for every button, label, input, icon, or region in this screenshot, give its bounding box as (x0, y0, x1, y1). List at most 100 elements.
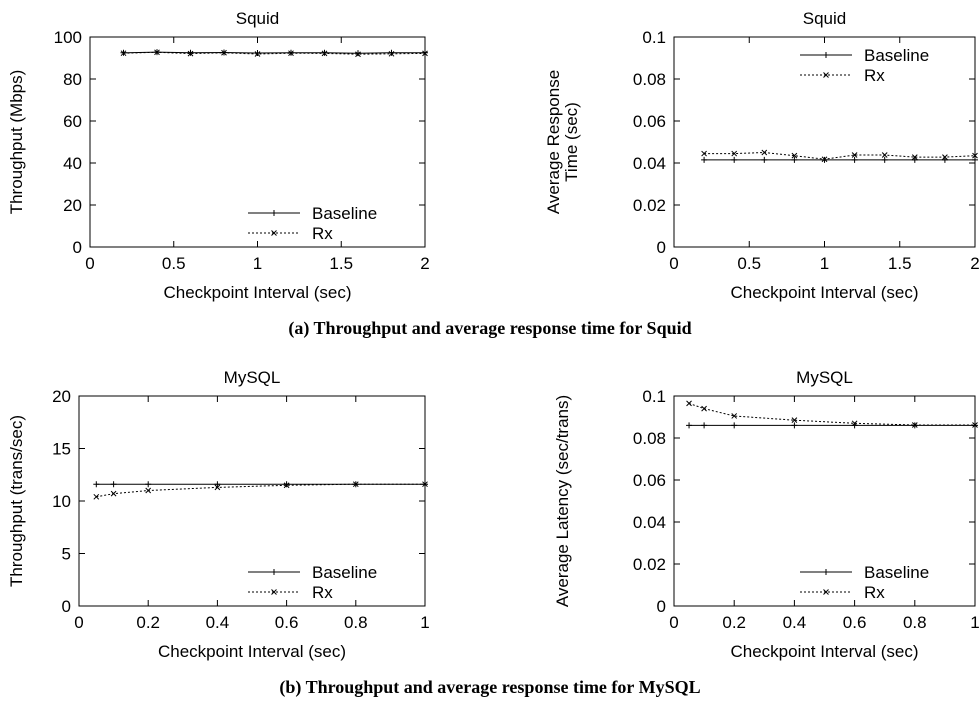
data-point (911, 422, 918, 428)
data-point (154, 49, 160, 56)
x-tick-label: 0.5 (162, 254, 186, 273)
series-line (96, 483, 425, 498)
x-tick-label: 0.8 (344, 613, 368, 632)
data-point (120, 50, 127, 57)
data-point (254, 49, 261, 56)
series-line (123, 51, 425, 54)
data-point (271, 210, 277, 216)
y-tick-label: 0.04 (633, 513, 666, 532)
data-point (972, 156, 978, 163)
chart-4: MySQL 0 0.2 0.4 0.6 0.8 1 0 0.02 0.04 0.06 0.08 0.1 C… (553, 368, 980, 661)
y-axis-label: Average Latency (sec/trans) (553, 395, 572, 607)
data-point (881, 152, 888, 158)
data-point (821, 156, 828, 163)
y-tick-label: 100 (54, 28, 82, 47)
series-baseline (701, 156, 978, 163)
y-tick-label: 15 (52, 440, 71, 459)
data-point (271, 230, 277, 236)
legend-label-baseline: Baseline (312, 204, 377, 223)
data-point (422, 50, 428, 57)
y-tick-label: 0.08 (633, 70, 666, 89)
y-tick-label: 5 (62, 545, 71, 564)
legend-label-rx: Rx (864, 66, 885, 85)
data-point (221, 49, 227, 56)
x-tick-label: 0 (669, 254, 678, 273)
y-tick-label: 0.06 (633, 112, 666, 131)
series-rx (93, 481, 428, 500)
data-point (823, 569, 829, 575)
plot-frame (673, 36, 976, 248)
x-tick-label: 1 (970, 613, 979, 632)
data-point (761, 156, 768, 163)
y-tick-label: 20 (52, 387, 71, 406)
y-axis-label: Throughput (trans/sec) (7, 415, 26, 587)
y-tick-label: 0.08 (633, 429, 666, 448)
y-axis-label-line: Time (sec) (562, 102, 581, 182)
data-point (731, 422, 738, 429)
x-axis-label: Checkpoint Interval (sec) (730, 642, 918, 661)
x-axis-label: Checkpoint Interval (sec) (163, 283, 351, 302)
y-axis-label: Average ResponseTime (sec) (544, 70, 581, 214)
plot-frame (673, 395, 976, 607)
legend-label-rx: Rx (312, 224, 333, 243)
data-point (355, 50, 361, 57)
data-point (972, 422, 978, 428)
x-tick-label: 1 (253, 254, 262, 273)
x-tick-label: 1 (820, 254, 829, 273)
x-tick-label: 0.2 (136, 613, 160, 632)
y-tick-label: 0.02 (633, 196, 666, 215)
y-tick-label: 0.02 (633, 555, 666, 574)
legend-label-rx: Rx (312, 583, 333, 602)
x-tick-label: 0 (669, 613, 678, 632)
data-point (791, 156, 798, 163)
x-tick-label: 0 (74, 613, 83, 632)
data-point (701, 150, 707, 157)
y-tick-label: 0.1 (642, 387, 666, 406)
series-baseline (686, 422, 978, 429)
data-point (942, 154, 948, 160)
y-tick-label: 0 (657, 238, 666, 257)
y-tick-label: 80 (63, 70, 82, 89)
data-point (791, 417, 798, 424)
series-baseline (120, 49, 428, 57)
chart-title: MySQL (224, 368, 281, 387)
y-axis-label-line: Throughput (Mbps) (7, 70, 26, 215)
y-axis-label: Throughput (Mbps) (7, 70, 26, 215)
chart-title: MySQL (796, 368, 853, 387)
x-tick-label: 2 (420, 254, 429, 273)
x-tick-label: 1.5 (329, 254, 353, 273)
data-point (731, 150, 738, 157)
data-point (911, 154, 918, 160)
x-tick-label: 0.4 (206, 613, 230, 632)
y-tick-label: 0.1 (642, 28, 666, 47)
y-axis-label-line: Average Latency (sec/trans) (553, 395, 572, 607)
x-tick-label: 0.2 (722, 613, 746, 632)
data-point (388, 50, 395, 57)
data-point (851, 152, 858, 158)
y-tick-label: 0 (62, 597, 71, 616)
data-point (823, 52, 829, 58)
y-tick-label: 60 (63, 112, 82, 131)
data-point (288, 50, 294, 57)
x-tick-label: 1 (420, 613, 429, 632)
data-point (791, 422, 798, 429)
data-point (422, 481, 428, 488)
legend-label-baseline: Baseline (864, 563, 929, 582)
y-axis-label-line: Throughput (trans/sec) (7, 415, 26, 587)
data-point (731, 156, 738, 163)
data-point (686, 400, 692, 407)
data-point (271, 589, 277, 595)
x-tick-label: 0.5 (737, 254, 761, 273)
data-point (881, 156, 888, 163)
chart-title: Squid (803, 9, 846, 28)
x-axis-label: Checkpoint Interval (sec) (730, 283, 918, 302)
y-tick-label: 0.04 (633, 154, 666, 173)
data-point (355, 51, 361, 58)
series-rx (701, 149, 978, 163)
data-point (214, 481, 221, 488)
